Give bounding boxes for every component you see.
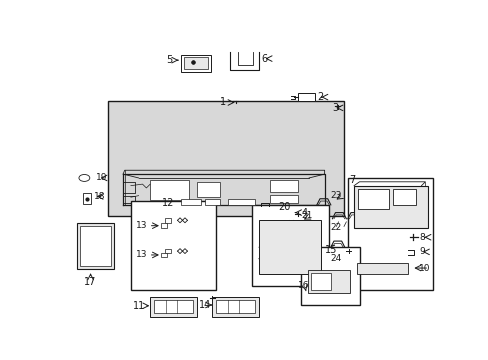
- Bar: [82, 193, 90, 204]
- Text: 16: 16: [297, 281, 308, 290]
- Text: 5: 5: [165, 55, 172, 65]
- Bar: [307, 270, 349, 293]
- Bar: [183, 57, 208, 69]
- Bar: [251, 205, 328, 286]
- Text: 19: 19: [96, 174, 107, 183]
- Bar: [227, 199, 254, 205]
- Bar: [80, 226, 110, 266]
- Bar: [357, 189, 388, 209]
- Bar: [356, 263, 407, 274]
- Text: 22: 22: [330, 224, 341, 233]
- Text: 18: 18: [94, 192, 105, 201]
- Bar: [270, 180, 297, 192]
- Bar: [150, 297, 196, 316]
- Text: 24: 24: [330, 254, 341, 263]
- Text: 7: 7: [349, 175, 355, 185]
- Bar: [164, 249, 171, 253]
- Text: 1: 1: [220, 98, 225, 108]
- Bar: [131, 201, 216, 289]
- Bar: [154, 300, 192, 314]
- Text: 15: 15: [324, 244, 336, 255]
- Text: 13: 13: [135, 221, 147, 230]
- Bar: [301, 247, 359, 305]
- Text: 3: 3: [332, 103, 338, 113]
- Bar: [161, 253, 167, 257]
- Bar: [392, 189, 415, 205]
- Text: 8: 8: [418, 233, 424, 242]
- Text: 6: 6: [261, 54, 266, 64]
- Text: 17: 17: [84, 277, 97, 287]
- Text: 12: 12: [162, 198, 174, 208]
- Text: 20: 20: [278, 202, 290, 212]
- Bar: [181, 55, 210, 72]
- Text: 9: 9: [418, 247, 424, 256]
- Bar: [212, 297, 258, 316]
- Bar: [107, 101, 343, 216]
- Text: 2: 2: [316, 92, 323, 102]
- Text: 21: 21: [301, 211, 312, 220]
- Bar: [161, 223, 167, 228]
- Text: 4: 4: [301, 208, 307, 217]
- Bar: [216, 300, 254, 314]
- Bar: [196, 182, 220, 197]
- Text: 23: 23: [330, 191, 342, 200]
- Bar: [297, 93, 314, 101]
- Bar: [164, 218, 171, 222]
- Text: 10: 10: [418, 264, 430, 273]
- Bar: [150, 180, 189, 199]
- Bar: [347, 178, 432, 289]
- Bar: [270, 195, 297, 203]
- Text: 13: 13: [135, 251, 147, 260]
- Bar: [311, 273, 330, 289]
- Text: 14: 14: [199, 300, 211, 310]
- Bar: [204, 199, 220, 205]
- Text: 11: 11: [133, 301, 145, 311]
- Bar: [77, 222, 114, 269]
- Ellipse shape: [79, 175, 90, 181]
- Bar: [181, 199, 200, 205]
- Bar: [258, 220, 320, 274]
- Bar: [353, 186, 427, 228]
